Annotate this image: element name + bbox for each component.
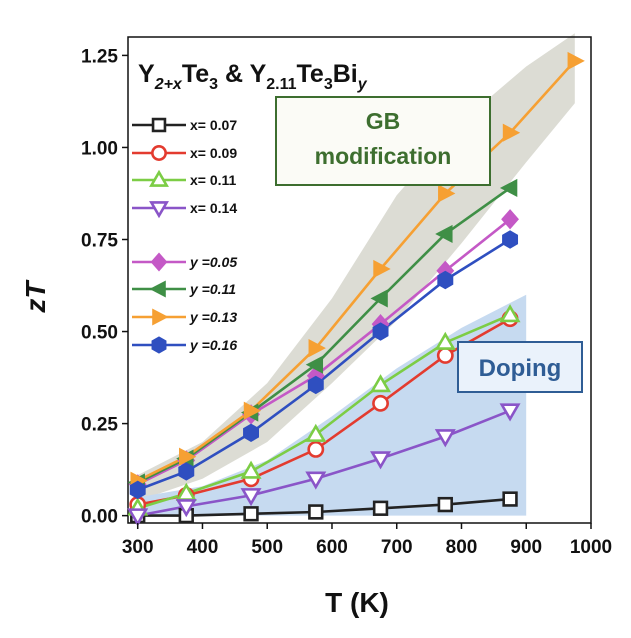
title-a-sub2: 3 [209,76,218,93]
legend-label-6: y =0.11 [189,281,236,297]
legend-label-3: x= 0.11 [190,172,237,188]
legend-label-2: x= 0.09 [190,145,237,161]
data-point-series-6 [305,355,324,374]
title-b-sub2: 3 [324,76,333,93]
data-point-series-5 [501,209,519,230]
x-tick-label: 600 [316,537,348,558]
title-b-end: Bi [333,60,358,88]
legend-marker-2 [151,145,167,161]
data-point-series-7 [567,51,585,71]
title-b-base: Y [250,60,267,88]
data-point-series-1 [437,496,453,513]
y-tick-label: 0.00 [81,507,118,528]
legend-label-8: y =0.16 [189,337,237,353]
x-axis-ticks: 300 400 500 600 700 800 900 1000 [122,523,612,558]
shaded-region-2 [137,294,527,516]
title-a-mid: Te [182,60,209,88]
data-point-series-4 [127,508,149,527]
doping-annotation-box [457,341,583,393]
plot-frame [127,36,592,524]
data-point-series-2 [436,347,454,364]
data-point-series-8 [243,423,260,442]
title-a-base: Y [138,60,155,88]
data-point-series-4 [240,488,262,507]
chart-title: Y2+xTe3 & Y2.11Te3Biy [138,60,368,93]
gb-annotation-box [275,96,491,186]
x-tick-label: 400 [187,537,219,558]
x-tick-label: 300 [122,537,154,558]
legend-marker-8 [151,336,167,354]
y-axis-title: zT [20,279,51,314]
y-tick-label: 0.75 [81,231,118,252]
data-point-series-1 [502,491,518,507]
legend: x= 0.07 x= 0.09 x= 0.11 x= 0.14 y =0.05 y =0.… [132,117,237,354]
data-point-series-7 [502,123,521,142]
data-point-series-8 [307,375,324,395]
data-point-series-4 [499,403,521,422]
legend-marker-6 [149,280,166,298]
legend-marker-4 [149,201,169,219]
axes [127,36,592,524]
data-point-series-1 [308,504,324,520]
y-tick-label: 1.25 [81,46,118,67]
data-point-series-4 [434,429,456,448]
data-point-series-4 [175,499,197,518]
data-point-series-3 [434,331,456,350]
x-tick-label: 700 [381,537,413,558]
data-point-series-3 [305,423,327,442]
legend-marker-5 [150,252,168,272]
data-point-series-7 [243,401,262,420]
data-point-series-8 [129,480,146,500]
title-b-sub3: y [357,76,368,93]
data-point-series-7 [179,447,197,466]
legend-marker-3 [149,169,169,187]
data-point-series-7 [373,259,391,279]
data-point-series-8 [437,270,454,290]
data-point-series-8 [178,462,195,481]
data-point-series-7 [438,184,456,203]
y-axis-ticks: 0.00 0.25 0.50 0.75 1.00 1.25 [81,46,128,528]
title-b-sub: 2.11 [266,76,296,93]
y-tick-label: 0.25 [81,415,118,436]
data-point-series-2 [372,394,389,412]
gb-annotation-line2: modification [315,143,452,169]
data-point-series-6 [435,224,453,244]
title-a-sub: 2+x [154,76,183,93]
data-point-series-8 [502,230,519,249]
title-amp: & [218,60,250,88]
data-point-series-3 [370,374,392,393]
legend-label-1: x= 0.07 [190,117,237,133]
doping-annotation: Doping [479,355,562,382]
y-tick-label: 0.50 [81,323,118,344]
x-tick-label: 800 [446,537,478,558]
data-point-series-7 [308,339,326,358]
data-point-series-6 [499,178,518,198]
data-point-series-2 [307,440,325,458]
legend-label-5: y =0.05 [189,254,237,270]
y-tick-label: 1.00 [81,138,118,159]
legend-label-4: x= 0.14 [190,200,237,216]
x-tick-label: 1000 [570,537,612,558]
data-point-series-1 [243,506,259,522]
data-point-series-6 [370,289,388,308]
data-point-series-3 [240,460,262,479]
x-tick-label: 500 [251,537,283,558]
legend-label-7: y =0.13 [189,309,237,325]
legend-marker-1 [151,117,167,133]
data-point-series-4 [305,471,327,490]
x-axis-title: T (K) [325,587,389,618]
data-point-series-3 [499,304,521,323]
data-point-series-8 [372,322,389,341]
data-point-series-4 [370,451,392,470]
legend-marker-7 [152,308,169,326]
title-b-mid: Te [297,60,324,88]
series-markers [127,51,585,527]
series-line-7 [137,60,576,482]
gb-annotation-line1: GB [366,108,401,134]
data-point-series-1 [372,500,389,516]
x-tick-label: 900 [510,537,542,558]
